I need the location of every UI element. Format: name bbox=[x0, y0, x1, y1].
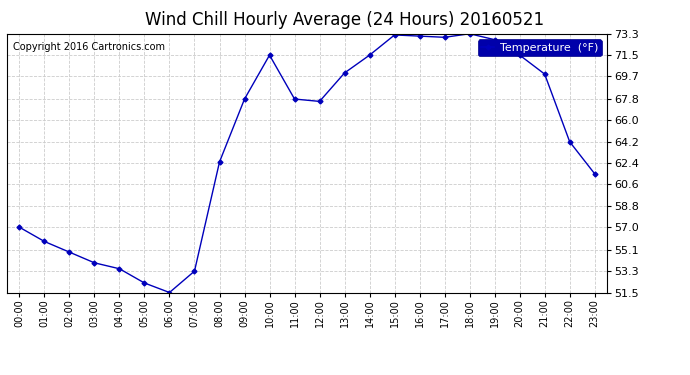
Legend: Temperature  (°F): Temperature (°F) bbox=[477, 39, 602, 56]
Text: Wind Chill Hourly Average (24 Hours) 20160521: Wind Chill Hourly Average (24 Hours) 201… bbox=[146, 11, 544, 29]
Text: Copyright 2016 Cartronics.com: Copyright 2016 Cartronics.com bbox=[13, 42, 165, 51]
